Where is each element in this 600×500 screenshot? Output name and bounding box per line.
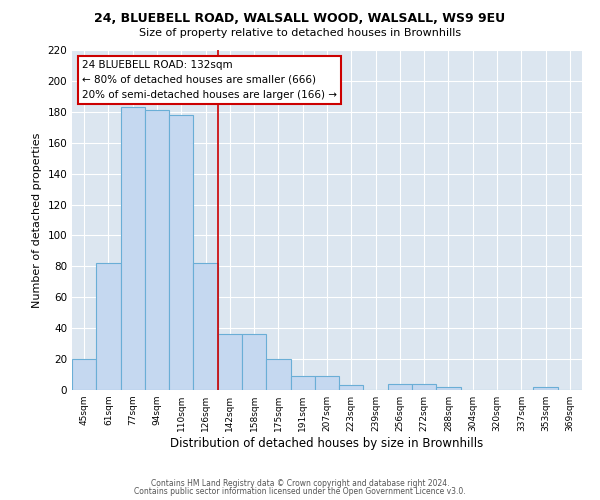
Y-axis label: Number of detached properties: Number of detached properties	[32, 132, 42, 308]
Bar	[169, 115, 193, 390]
Text: 24, BLUEBELL ROAD, WALSALL WOOD, WALSALL, WS9 9EU: 24, BLUEBELL ROAD, WALSALL WOOD, WALSALL…	[94, 12, 506, 26]
Bar	[290, 376, 315, 390]
X-axis label: Distribution of detached houses by size in Brownhills: Distribution of detached houses by size …	[170, 437, 484, 450]
Bar	[388, 384, 412, 390]
Text: Contains HM Land Registry data © Crown copyright and database right 2024.: Contains HM Land Registry data © Crown c…	[151, 478, 449, 488]
Bar	[339, 386, 364, 390]
Bar	[218, 334, 242, 390]
Bar	[266, 359, 290, 390]
Bar	[121, 107, 145, 390]
Bar	[96, 264, 121, 390]
Bar	[242, 334, 266, 390]
Bar	[436, 387, 461, 390]
Bar	[193, 264, 218, 390]
Bar	[533, 387, 558, 390]
Text: Contains public sector information licensed under the Open Government Licence v3: Contains public sector information licen…	[134, 487, 466, 496]
Bar	[315, 376, 339, 390]
Bar	[412, 384, 436, 390]
Bar	[145, 110, 169, 390]
Bar	[72, 359, 96, 390]
Text: 24 BLUEBELL ROAD: 132sqm
← 80% of detached houses are smaller (666)
20% of semi-: 24 BLUEBELL ROAD: 132sqm ← 80% of detach…	[82, 60, 337, 100]
Text: Size of property relative to detached houses in Brownhills: Size of property relative to detached ho…	[139, 28, 461, 38]
